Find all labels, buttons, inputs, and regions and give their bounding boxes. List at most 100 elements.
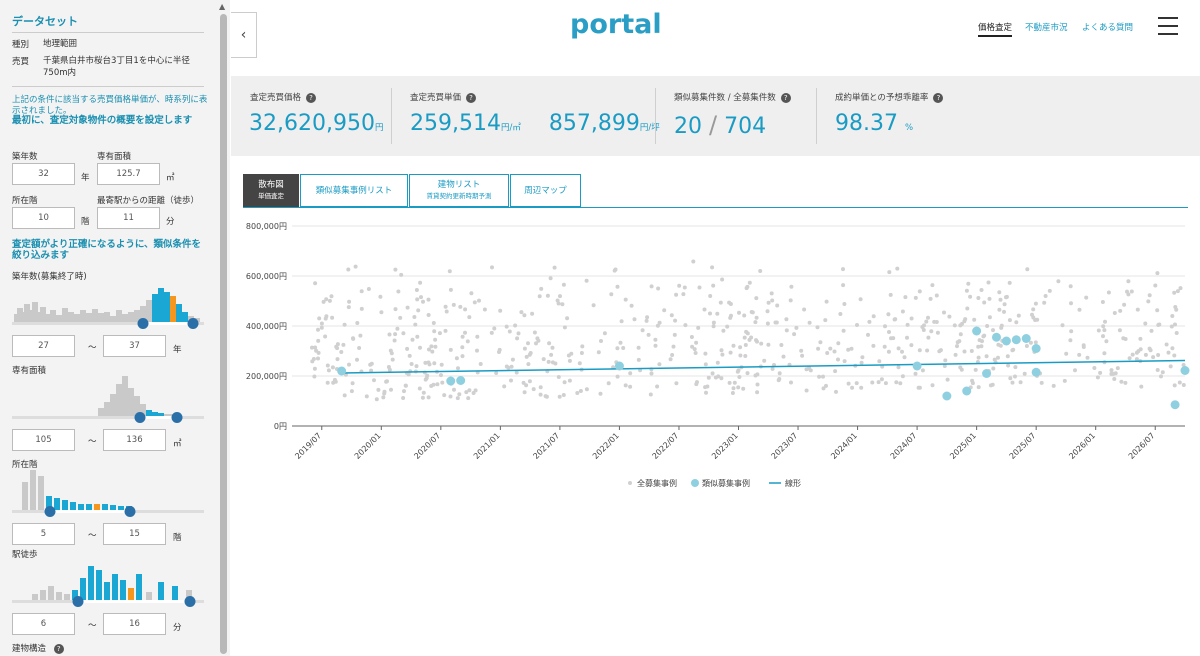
slider-max-handle[interactable] bbox=[184, 596, 196, 607]
histogram-bar bbox=[128, 388, 134, 416]
slider-min-handle[interactable] bbox=[134, 412, 146, 423]
floor-input[interactable]: 10 bbox=[12, 207, 75, 229]
all-listing-point bbox=[539, 286, 544, 291]
filter-min-input[interactable]: 27 bbox=[12, 335, 75, 357]
all-listing-point bbox=[841, 328, 846, 333]
filter-min-input[interactable]: 105 bbox=[12, 429, 75, 451]
filter-max-input[interactable]: 37 bbox=[103, 335, 166, 357]
all-listing-point bbox=[548, 276, 553, 281]
all-listing-point bbox=[889, 336, 893, 341]
area-input[interactable]: 125.7 bbox=[97, 163, 160, 185]
tab-similar-list[interactable]: 類似募集事例リスト bbox=[300, 174, 408, 207]
filter-max-input[interactable]: 16 bbox=[103, 613, 166, 635]
all-listing-point bbox=[515, 336, 520, 341]
all-listing-point bbox=[1170, 314, 1175, 318]
slider-max-handle[interactable] bbox=[187, 318, 199, 329]
similar-listing-point[interactable] bbox=[1011, 335, 1021, 345]
all-listing-point bbox=[876, 380, 881, 385]
help-icon[interactable]: ? bbox=[780, 92, 791, 103]
similar-listing-point[interactable] bbox=[982, 369, 992, 378]
histogram-bar bbox=[102, 504, 108, 510]
all-listing-point bbox=[1123, 380, 1128, 385]
slider-min-handle[interactable] bbox=[72, 596, 84, 607]
all-listing-point bbox=[1155, 308, 1160, 313]
similar-listing-point[interactable] bbox=[337, 366, 347, 376]
help-icon[interactable]: ? bbox=[53, 643, 64, 654]
all-listing-point bbox=[1106, 290, 1111, 295]
age-label: 築年数 bbox=[12, 152, 38, 162]
filter-min-input[interactable]: 5 bbox=[12, 523, 75, 545]
slider-min-handle[interactable] bbox=[137, 318, 149, 329]
filter-max-input[interactable]: 15 bbox=[103, 523, 166, 545]
tab-scatter-sub: 単価査定 bbox=[258, 192, 284, 200]
walk-input[interactable]: 11 bbox=[97, 207, 160, 229]
all-listing-point bbox=[692, 347, 697, 352]
all-listing-point bbox=[416, 308, 421, 313]
help-icon[interactable]: ? bbox=[466, 92, 477, 103]
similar-listing-point[interactable] bbox=[1001, 336, 1011, 346]
similar-listing-point[interactable] bbox=[972, 326, 982, 336]
all-listing-point bbox=[716, 374, 721, 379]
similar-listing-point[interactable] bbox=[446, 376, 456, 386]
all-listing-point bbox=[657, 362, 662, 367]
similar-listing-point[interactable] bbox=[991, 332, 1001, 342]
similar-listing-point[interactable] bbox=[456, 376, 466, 385]
all-listing-point bbox=[842, 359, 847, 364]
y-tick-label: 400,000円 bbox=[246, 322, 287, 331]
similar-listing-point[interactable] bbox=[962, 386, 972, 396]
tab-map[interactable]: 周辺マップ bbox=[510, 174, 581, 207]
count-all: 704 bbox=[724, 114, 767, 139]
all-listing-point bbox=[323, 316, 328, 321]
all-listing-point bbox=[718, 300, 723, 305]
similar-listing-point[interactable] bbox=[614, 361, 624, 371]
similar-listing-point[interactable] bbox=[1021, 334, 1031, 343]
all-listing-point bbox=[1068, 338, 1073, 343]
scrollbar-thumb[interactable] bbox=[220, 14, 227, 654]
all-listing-point bbox=[621, 346, 626, 350]
all-listing-point bbox=[788, 298, 793, 303]
tab-building-list[interactable]: 建物リスト 賃貸契約更新時期予測 bbox=[409, 174, 509, 207]
help-icon[interactable]: ? bbox=[306, 92, 317, 103]
similar-listing-point[interactable] bbox=[1031, 344, 1041, 353]
all-listing-point bbox=[976, 296, 981, 300]
tab-scatter[interactable]: 散布図 単価査定 bbox=[243, 174, 299, 207]
similar-listing-point[interactable] bbox=[942, 391, 952, 401]
menu-icon[interactable] bbox=[1158, 17, 1180, 37]
all-listing-point bbox=[545, 293, 550, 298]
logo[interactable]: portal bbox=[570, 9, 662, 40]
help-icon[interactable]: ? bbox=[933, 92, 944, 103]
slider-track[interactable] bbox=[12, 416, 204, 419]
nav-market[interactable]: 不動産市況 bbox=[1025, 23, 1068, 33]
slider-min-handle[interactable] bbox=[44, 506, 56, 517]
all-listing-point bbox=[536, 338, 541, 343]
collapse-sidebar-button[interactable]: ‹ bbox=[231, 12, 257, 58]
slider-max-handle[interactable] bbox=[124, 506, 136, 517]
nav-faq[interactable]: よくある質問 bbox=[1082, 23, 1134, 33]
similar-listing-point[interactable] bbox=[912, 361, 922, 371]
nav-price-assessment[interactable]: 価格査定 bbox=[978, 23, 1013, 33]
all-listing-point bbox=[1143, 321, 1148, 326]
all-listing-point bbox=[552, 265, 557, 270]
all-listing-point bbox=[896, 365, 901, 370]
histogram-bar bbox=[62, 308, 68, 322]
filter-max-input[interactable]: 136 bbox=[103, 429, 166, 451]
similar-listing-point[interactable] bbox=[1170, 400, 1180, 410]
slider-track[interactable] bbox=[12, 322, 204, 325]
slider-max-handle[interactable] bbox=[171, 412, 183, 423]
all-listing-point bbox=[742, 335, 747, 340]
similar-listing-point[interactable] bbox=[1031, 367, 1041, 377]
all-listing-point bbox=[424, 376, 429, 381]
all-listing-point bbox=[1069, 301, 1073, 306]
all-listing-point bbox=[405, 346, 410, 351]
age-input[interactable]: 32 bbox=[12, 163, 75, 185]
histogram-bar bbox=[112, 574, 118, 600]
all-listing-point bbox=[618, 340, 623, 345]
scroll-up-icon[interactable]: ▲ bbox=[219, 2, 226, 11]
similar-listing-point[interactable] bbox=[1180, 366, 1190, 375]
all-listing-point bbox=[392, 338, 397, 343]
all-listing-point bbox=[745, 371, 750, 376]
filter-min-input[interactable]: 6 bbox=[12, 613, 75, 635]
all-listing-point bbox=[364, 394, 369, 399]
all-listing-point bbox=[745, 331, 750, 336]
area-label: 専有面積 bbox=[97, 152, 132, 162]
